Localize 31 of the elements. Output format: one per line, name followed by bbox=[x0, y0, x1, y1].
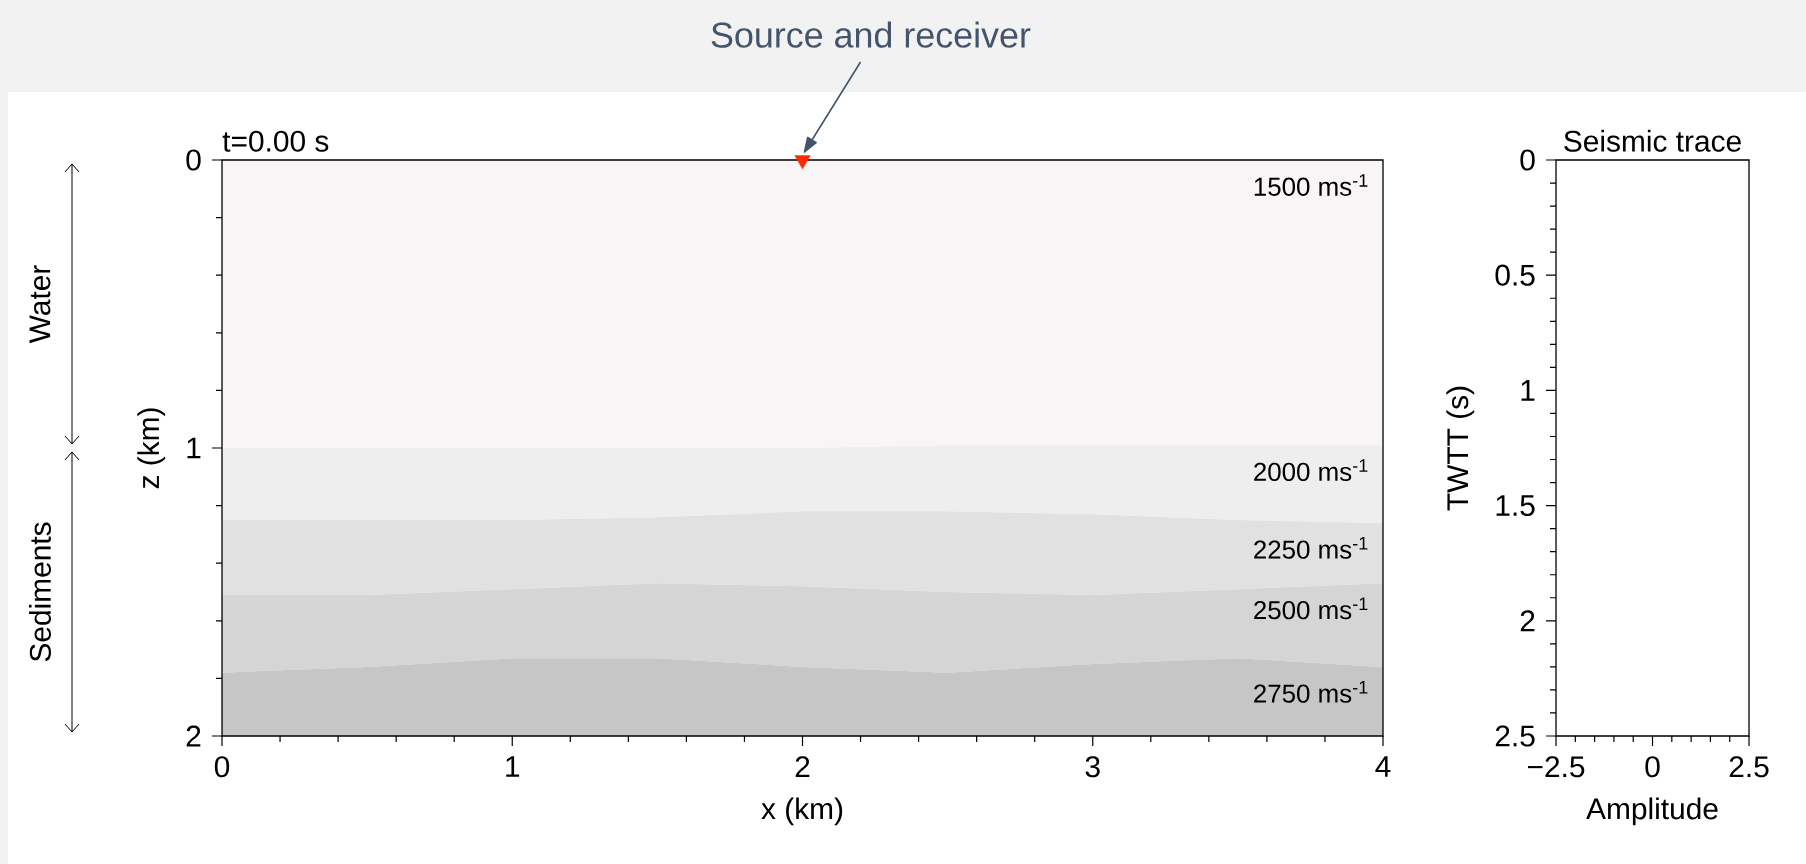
chart-title: Seismic trace bbox=[1564, 129, 1741, 152]
x-tick-label: 2.5 bbox=[1729, 756, 1769, 778]
x-tick-label: 0 bbox=[1645, 756, 1660, 778]
x-axis-title: Amplitude bbox=[1586, 797, 1718, 826]
y-axis-title: z (km) bbox=[137, 408, 166, 489]
y-tick-label: 0 bbox=[186, 149, 201, 171]
chart-title: t=0.00 s bbox=[222, 130, 329, 152]
x-tick-label: 3 bbox=[1085, 756, 1100, 778]
y-tick-label: 1.5 bbox=[1496, 495, 1535, 517]
x-axis-title: x (km) bbox=[761, 797, 843, 826]
series-label: 2500 ms$^{-1}$ bbox=[1254, 597, 1368, 620]
annotation: Source and receiver bbox=[711, 21, 1031, 48]
y-tick-label: 2.5 bbox=[1495, 725, 1535, 747]
y-tick-label: 0.5 bbox=[1495, 264, 1535, 286]
series-label: 2750 ms$^{-1}$ bbox=[1254, 681, 1368, 703]
y-tick-label: 1 bbox=[1521, 380, 1535, 401]
x-tick-label: 2 bbox=[795, 756, 810, 778]
y-tick-label: 1 bbox=[187, 437, 201, 459]
text: Water bbox=[29, 265, 51, 344]
text: Sediments bbox=[29, 522, 51, 662]
x-tick-label: 4 bbox=[1375, 756, 1391, 777]
y-tick-label: 2 bbox=[1520, 610, 1535, 632]
x-tick-label: −2.5 bbox=[1527, 756, 1585, 778]
y-axis-title: TWTT (s) bbox=[1446, 386, 1475, 511]
y-tick-label: 2 bbox=[186, 725, 201, 747]
series-label: 2250 ms$^{-1}$ bbox=[1254, 537, 1368, 559]
series-label: 1500 ms$^{-1}$ bbox=[1254, 174, 1368, 196]
x-tick-label: 0 bbox=[214, 756, 230, 778]
x-tick-label: 1 bbox=[506, 756, 520, 777]
y-tick-label: 0 bbox=[1520, 149, 1535, 171]
series-label: 2000 ms$^{-1}$ bbox=[1254, 459, 1368, 482]
